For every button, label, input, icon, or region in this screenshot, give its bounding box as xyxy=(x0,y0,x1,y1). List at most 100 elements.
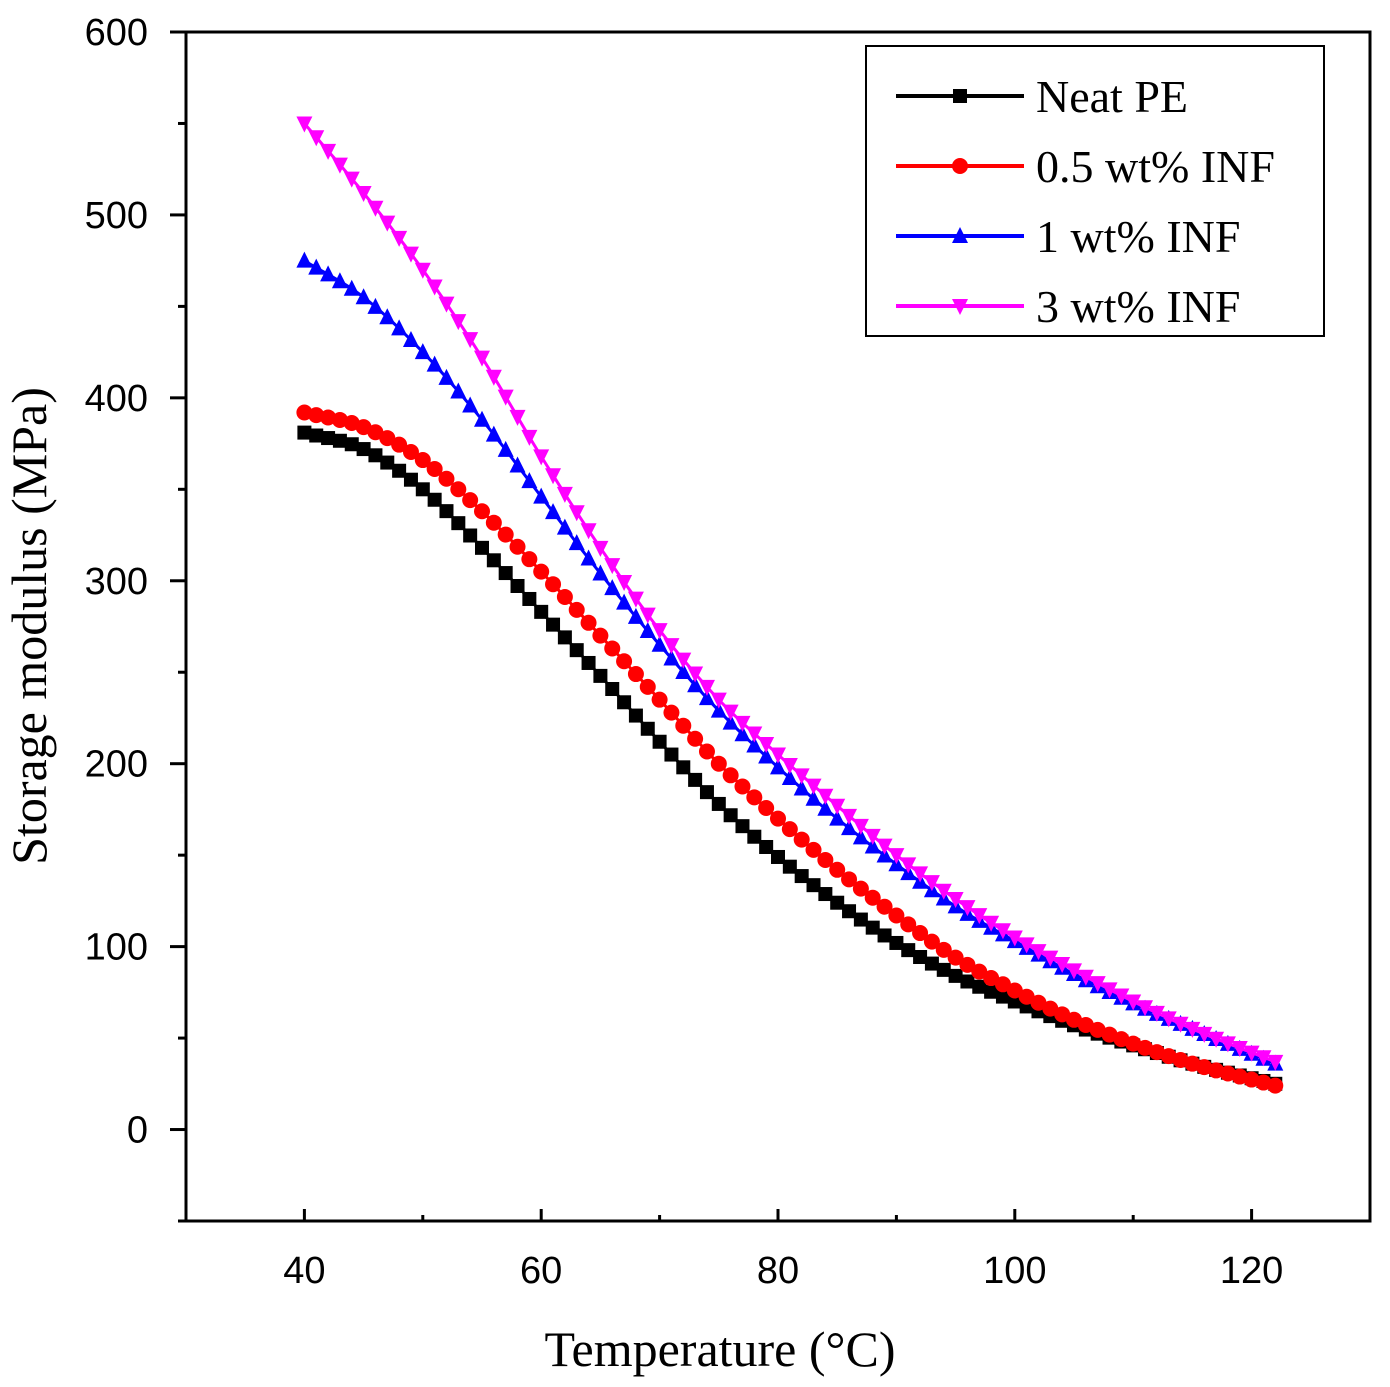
series-marker xyxy=(569,643,584,658)
series-marker xyxy=(1007,994,1022,1009)
series-marker xyxy=(1196,1026,1213,1043)
series-marker xyxy=(877,928,892,943)
series-marker xyxy=(771,849,785,864)
series-marker xyxy=(556,518,573,535)
series-marker xyxy=(497,389,514,406)
series-marker xyxy=(379,308,396,325)
series-marker xyxy=(1030,944,1047,961)
series-marker xyxy=(947,892,964,909)
series-marker xyxy=(533,449,550,466)
series-marker xyxy=(639,621,656,638)
series-marker xyxy=(355,288,372,305)
series-marker xyxy=(841,819,858,836)
series-marker xyxy=(830,895,845,910)
series-marker xyxy=(983,915,1000,932)
series-marker xyxy=(308,407,325,424)
series-marker xyxy=(308,258,325,275)
series-marker xyxy=(1219,1036,1236,1053)
series-marker xyxy=(746,726,763,743)
series-marker xyxy=(912,866,929,883)
series-marker xyxy=(391,230,408,247)
series-marker xyxy=(710,701,727,718)
series-marker xyxy=(521,472,538,489)
series-marker xyxy=(414,262,431,279)
series-marker xyxy=(994,923,1011,940)
series-marker xyxy=(296,251,313,268)
series-marker xyxy=(426,460,443,477)
series-marker xyxy=(864,889,881,906)
series-marker xyxy=(675,662,692,679)
plot-series xyxy=(296,116,1284,1094)
series-marker xyxy=(581,655,596,670)
series-marker xyxy=(321,431,336,446)
series-marker xyxy=(781,769,798,786)
series-marker xyxy=(639,607,656,624)
series-marker xyxy=(474,410,490,427)
series-marker xyxy=(320,265,337,282)
series-marker xyxy=(438,296,455,313)
series-marker xyxy=(805,778,822,795)
series-marker xyxy=(343,171,360,188)
series-marker xyxy=(829,861,846,878)
series-marker xyxy=(734,725,751,742)
series-marker xyxy=(770,810,786,827)
series-marker xyxy=(699,785,714,800)
series-marker xyxy=(688,772,703,787)
series-marker xyxy=(332,433,347,448)
series-marker xyxy=(770,747,786,764)
series-marker xyxy=(522,591,537,606)
series-marker xyxy=(924,956,939,971)
series-marker xyxy=(923,933,940,950)
series-marker xyxy=(521,551,538,568)
series-marker xyxy=(676,760,691,775)
series-marker xyxy=(781,758,798,775)
series-marker xyxy=(722,704,739,721)
series-marker xyxy=(627,666,644,683)
series-marker xyxy=(805,841,822,858)
series-marker xyxy=(888,848,905,865)
series-marker xyxy=(722,713,739,730)
series-marker xyxy=(438,470,455,487)
series-marker xyxy=(852,880,869,897)
legend-marker xyxy=(952,299,968,315)
series-marker xyxy=(1101,982,1118,999)
series-1 xyxy=(296,404,1284,1094)
series-marker xyxy=(793,831,810,848)
series-marker xyxy=(984,984,999,999)
series-marker xyxy=(770,758,786,775)
series-marker xyxy=(462,396,479,413)
series-marker xyxy=(1077,969,1094,986)
series-marker xyxy=(698,743,715,760)
series-marker xyxy=(592,627,609,644)
series-marker xyxy=(568,534,585,551)
series-marker xyxy=(592,540,609,557)
series-marker xyxy=(462,332,479,349)
series-marker xyxy=(498,566,513,581)
series-marker xyxy=(355,185,372,202)
series-marker xyxy=(781,821,798,838)
legend-label: Neat PE xyxy=(1036,71,1188,122)
series-marker xyxy=(842,904,857,919)
series-marker xyxy=(793,768,810,785)
series-marker xyxy=(568,505,585,522)
series-marker xyxy=(450,314,467,331)
series-marker xyxy=(545,576,562,593)
series-marker xyxy=(617,695,632,710)
series-marker xyxy=(746,736,763,753)
series-marker xyxy=(557,630,572,645)
series-marker xyxy=(1267,1054,1284,1071)
series-marker xyxy=(735,819,750,834)
series-marker xyxy=(912,925,929,942)
series-marker xyxy=(853,912,868,927)
series-marker xyxy=(889,935,904,950)
series-marker xyxy=(640,721,655,736)
series-marker xyxy=(296,116,313,133)
series-marker xyxy=(639,678,656,695)
series-marker xyxy=(414,452,431,469)
series-marker xyxy=(722,767,739,784)
series-marker xyxy=(935,883,952,900)
y-axis-title: Storage modulus (MPa) xyxy=(1,387,57,865)
series-marker xyxy=(546,617,561,632)
series-marker xyxy=(426,279,443,296)
series-marker xyxy=(817,851,834,868)
